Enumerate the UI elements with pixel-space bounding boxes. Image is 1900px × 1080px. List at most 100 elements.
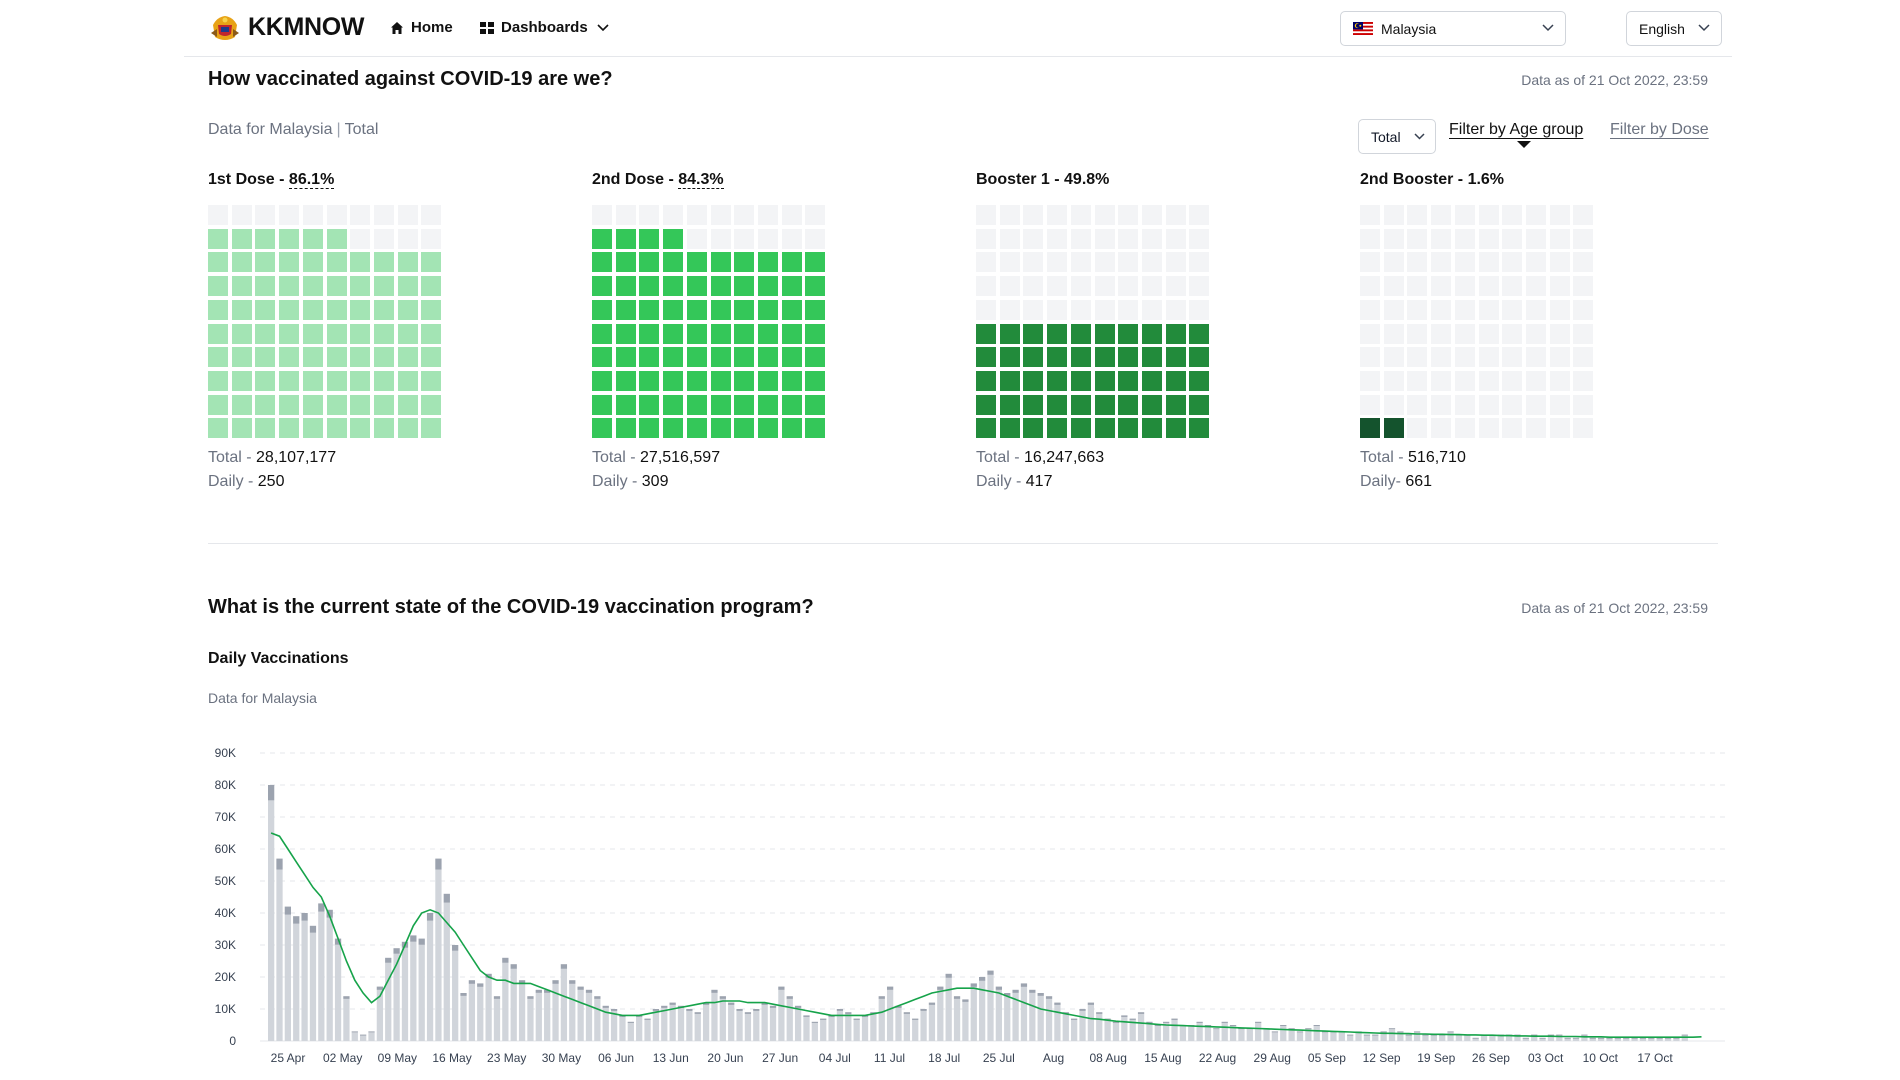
daily-vaccination-bar-top — [452, 945, 459, 951]
total-filter-select[interactable]: Total — [1358, 119, 1436, 154]
dose-total-label: Total - — [208, 449, 257, 466]
dose-percentage[interactable]: 86.1% — [288, 171, 335, 189]
dose-percentage[interactable]: 84.3% — [678, 171, 724, 189]
daily-vaccination-bar-top — [1363, 1034, 1371, 1036]
waffle-cell — [421, 276, 442, 297]
x-tick-label: 23 May — [487, 1051, 526, 1065]
waffle-cell — [350, 276, 371, 297]
language-select[interactable]: English — [1626, 11, 1722, 46]
waffle-cell — [592, 394, 612, 415]
waffle-cell — [976, 252, 996, 273]
waffle-cell — [999, 276, 1020, 297]
filter-by-age-group-tab[interactable]: Filter by Age group — [1449, 121, 1584, 138]
filter-by-dose-tab[interactable]: Filter by Dose — [1610, 121, 1709, 138]
top-navbar: KKMNOW Home Dashboards Malaysia English — [184, 0, 1732, 57]
daily-vaccination-bar-top — [1648, 1037, 1655, 1039]
dose-title: 2nd Dose - 84.3% — [592, 171, 892, 191]
daily-vaccination-bar — [418, 944, 425, 1041]
daily-vaccination-bar — [368, 1032, 375, 1041]
vaccination-heading: How vaccinated against COVID-19 are we? — [208, 68, 613, 90]
waffle-cell — [397, 394, 418, 415]
program-state-heading: What is the current state of the COVID-1… — [208, 596, 814, 618]
waffle-cell — [734, 347, 755, 368]
waffle-cell — [302, 370, 323, 391]
waffle-cell — [231, 252, 252, 273]
waffle-cell — [1023, 228, 1044, 249]
country-select[interactable]: Malaysia — [1340, 11, 1566, 46]
daily-vaccination-bar-top — [1597, 1037, 1605, 1039]
nav-dashboards-menu[interactable]: Dashboards — [480, 19, 609, 36]
dose-total-value: 27,516,597 — [640, 449, 721, 466]
waffle-cell — [1478, 347, 1499, 368]
daily-vaccination-bar — [1004, 995, 1011, 1041]
waffle-cell — [1094, 370, 1115, 391]
waffle-cell — [1525, 323, 1546, 344]
daily-vaccination-bar-top — [853, 1018, 860, 1020]
daily-vaccination-bar — [1071, 1019, 1078, 1041]
y-tick-label: 80K — [215, 778, 236, 792]
daily-vaccination-bar — [343, 998, 350, 1041]
waffle-cell — [1118, 370, 1139, 391]
daily-vaccination-bar — [276, 869, 283, 1041]
daily-vaccination-bar — [1037, 995, 1044, 1041]
waffle-cell — [279, 276, 300, 297]
waffle-cell — [1141, 252, 1162, 273]
daily-vaccination-bar-top — [920, 1009, 927, 1011]
daily-vaccination-bar — [995, 989, 1003, 1041]
waffle-cell — [421, 347, 442, 368]
daily-vaccination-bar — [895, 1007, 902, 1041]
daily-vaccination-bar — [979, 980, 986, 1041]
subtitle-region: Data for Malaysia — [208, 121, 333, 138]
dose-daily: Daily - 417 — [976, 473, 1052, 491]
waffle-cell — [208, 228, 228, 249]
chevron-down-icon — [597, 23, 609, 31]
vaccination-data-as-of: Data as of 21 Oct 2022, 23:59 — [1521, 72, 1708, 88]
waffle-cell — [1023, 252, 1044, 273]
waffle-cell — [757, 347, 778, 368]
dose-daily: Daily- 661 — [1360, 473, 1432, 491]
daily-vaccination-bar-top — [560, 964, 568, 969]
waffle-cell — [373, 252, 394, 273]
daily-vaccination-bar — [518, 983, 526, 1041]
waffle-cell — [615, 370, 636, 391]
waffle-cell — [639, 228, 660, 249]
waffle-cell — [1454, 299, 1475, 320]
waffle-cell — [976, 276, 996, 297]
x-tick-label: 17 Oct — [1637, 1051, 1673, 1065]
daily-vaccination-bar-top — [552, 980, 559, 984]
daily-vaccination-bar-top — [435, 858, 442, 870]
waffle-cell — [686, 370, 707, 391]
waffle-cell — [734, 394, 755, 415]
daily-vaccination-bar — [1305, 1029, 1312, 1041]
daily-vaccination-bar — [1397, 1032, 1404, 1041]
waffle-cell — [1070, 418, 1091, 439]
waffle-cell — [255, 347, 276, 368]
kkm-crest-icon[interactable] — [209, 13, 241, 43]
waffle-cell — [279, 418, 300, 439]
daily-vaccination-bar-top — [1121, 1015, 1128, 1017]
waffle-cell — [302, 323, 323, 344]
daily-vaccination-bar — [1112, 1022, 1120, 1041]
waffle-cell — [710, 205, 731, 225]
daily-vaccination-bar-top — [1229, 1025, 1237, 1026]
language-select-value: English — [1639, 20, 1685, 37]
waffle-cell — [805, 370, 826, 391]
waffle-cell — [639, 418, 660, 439]
waffle-cell — [1094, 252, 1115, 273]
daily-vaccination-bar — [1514, 1035, 1521, 1041]
waffle-cell — [302, 418, 323, 439]
waffle-cell — [350, 370, 371, 391]
waffle-cell — [302, 252, 323, 273]
waffle-cell — [1023, 299, 1044, 320]
nav-home-link[interactable]: Home — [390, 19, 453, 36]
waffle-cell — [1047, 276, 1068, 297]
vaccination-subtitle: Data for Malaysia | Total — [208, 121, 378, 139]
daily-vaccination-bar — [845, 1013, 852, 1041]
daily-vaccination-bar-top — [334, 938, 342, 945]
waffle-cell — [592, 276, 612, 297]
daily-vaccination-bar — [1012, 992, 1019, 1041]
brand-name[interactable]: KKMNOW — [248, 13, 365, 41]
nav-dashboards-label: Dashboards — [501, 19, 588, 36]
waffle-cell — [255, 299, 276, 320]
waffle-cell — [208, 323, 228, 344]
